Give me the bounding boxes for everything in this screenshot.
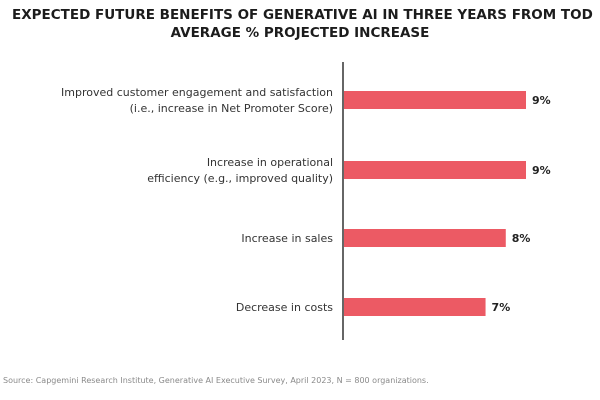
category-label-0-0: Improved customer engagement and satisfa… bbox=[61, 86, 333, 99]
value-label-2: 8% bbox=[512, 232, 531, 245]
category-label-3-0: Decrease in costs bbox=[236, 301, 333, 314]
chart-title: EXPECTED FUTURE BENEFITS OF GENERATIVE A… bbox=[12, 7, 593, 23]
bar-1 bbox=[344, 161, 526, 179]
chart-subtitle: AVERAGE % PROJECTED INCREASE bbox=[170, 25, 430, 41]
value-label-0: 9% bbox=[532, 94, 551, 107]
bar-3 bbox=[344, 298, 486, 316]
value-label-1: 9% bbox=[532, 164, 551, 177]
category-label-2-0: Increase in sales bbox=[241, 232, 333, 245]
chart-title-block: EXPECTED FUTURE BENEFITS OF GENERATIVE A… bbox=[0, 6, 600, 42]
value-label-3: 7% bbox=[492, 301, 511, 314]
source-note: Source: Capgemini Research Institute, Ge… bbox=[3, 376, 429, 385]
category-label-1-0: Increase in operational bbox=[207, 156, 333, 169]
category-label-0-1: (i.e., increase in Net Promoter Score) bbox=[130, 102, 333, 115]
category-label-1-1: efficiency (e.g., improved quality) bbox=[147, 172, 333, 185]
bar-0 bbox=[344, 91, 526, 109]
bar-2 bbox=[344, 229, 506, 247]
